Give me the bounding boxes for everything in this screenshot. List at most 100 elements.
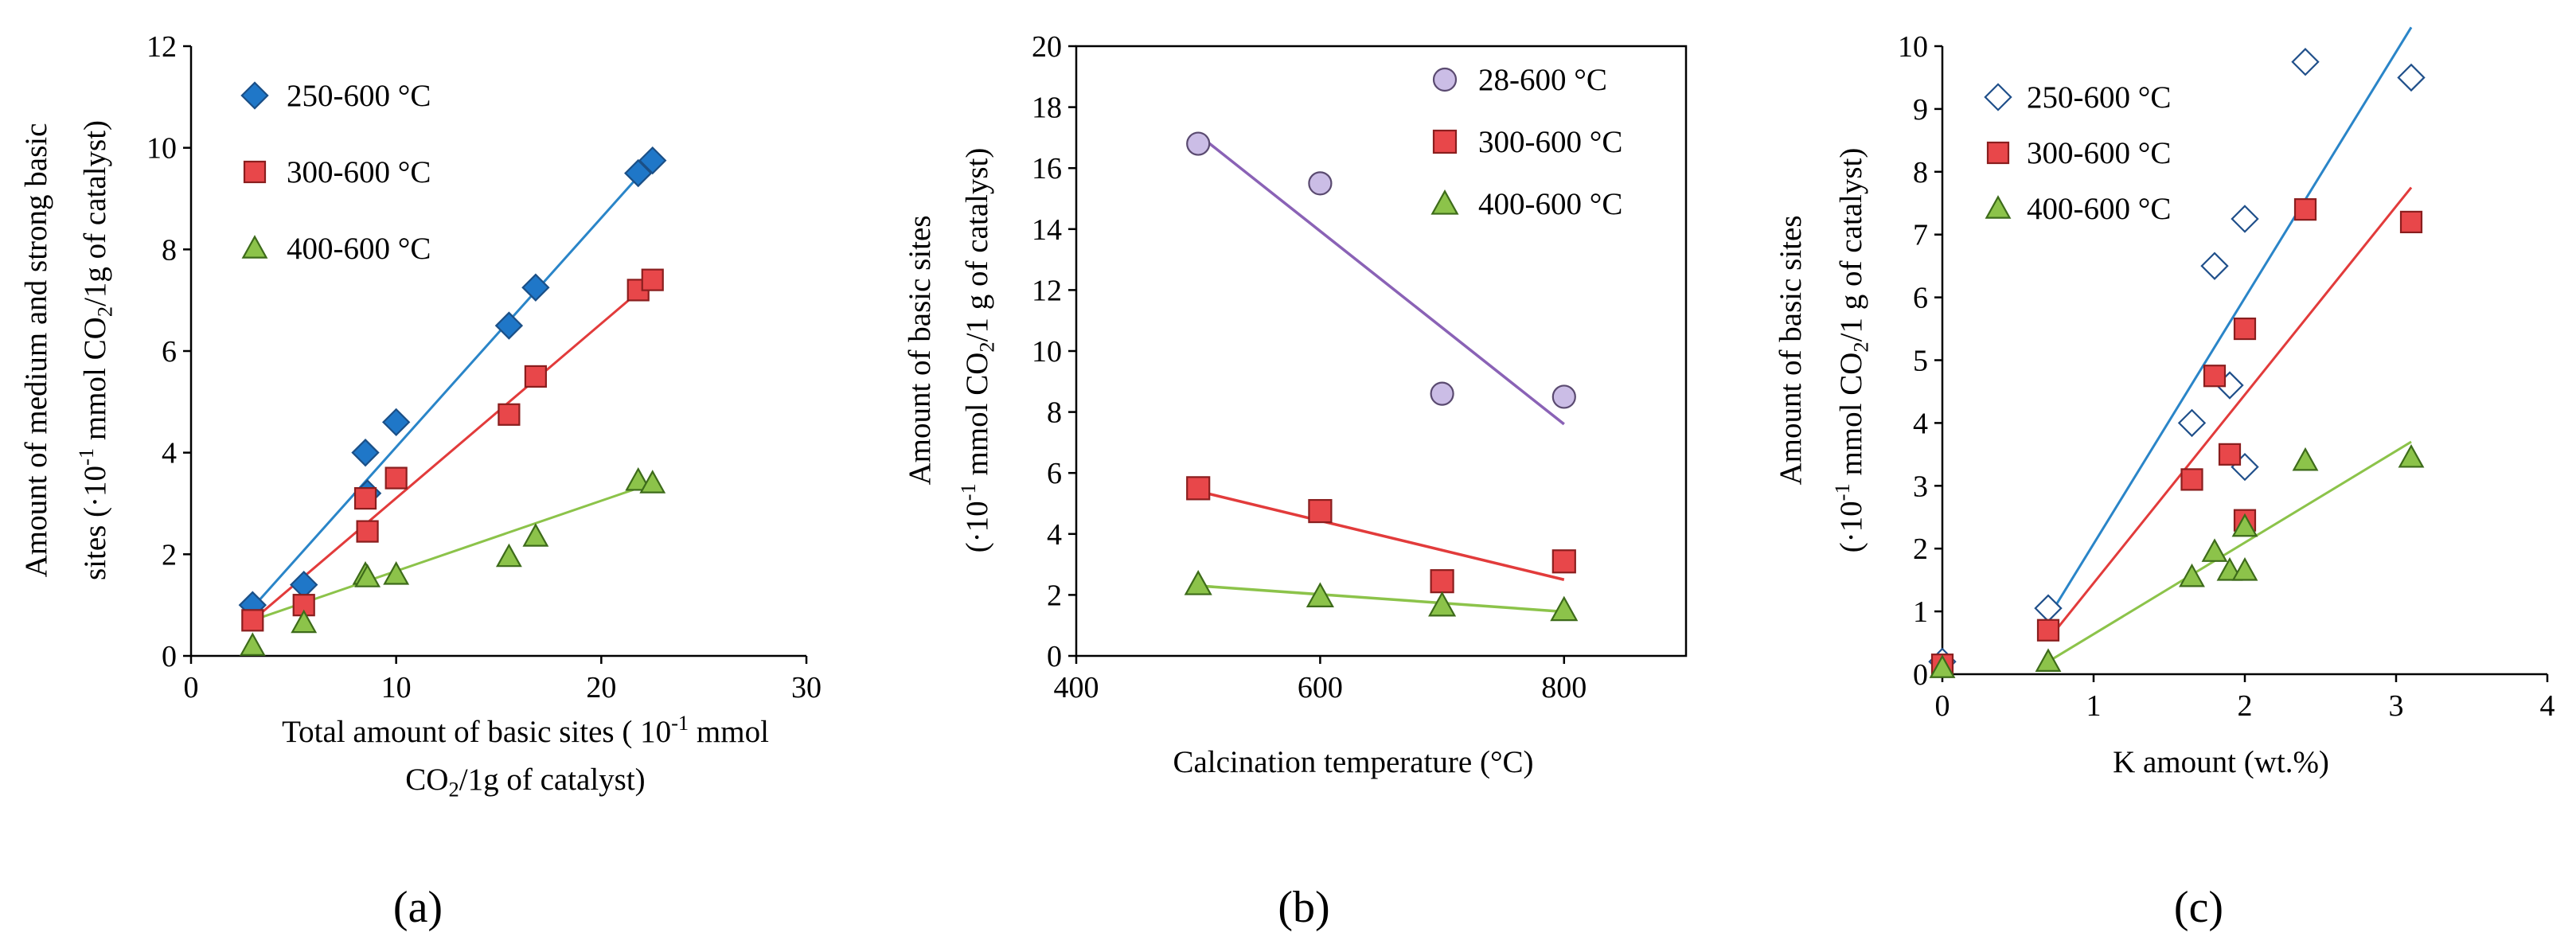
data-point-series-1 <box>498 403 521 426</box>
x-axis-title: Total amount of basic sites ( 10-1​ mmol <box>282 711 769 749</box>
y-axis-title: Amount of basic sites <box>903 215 937 485</box>
y-tick-label: 18 <box>1032 92 1062 125</box>
data-point-series-2 <box>1428 591 1457 617</box>
y-tick-label: 0 <box>1047 640 1062 673</box>
data-point-series-2 <box>2231 556 2258 581</box>
data-point-series-0 <box>2177 408 2207 438</box>
data-point-series-2 <box>1306 582 1334 607</box>
data-point-series-2 <box>1550 595 1579 622</box>
x-tick-label: 1 <box>2086 689 2102 723</box>
y-tick-label: 9 <box>1913 93 1928 127</box>
data-point-series-1 <box>356 520 379 543</box>
y-tick-label: 0 <box>1913 658 1928 692</box>
data-point-series-1 <box>2218 443 2242 466</box>
data-point-series-0 <box>2397 63 2426 92</box>
data-point-series-0 <box>1186 131 1211 156</box>
data-point-series-1 <box>2203 365 2227 388</box>
chart-panel-b: 400 600 800 0 2 4 6 8 10 12 14 16 18 20 28-600 °C 300-6… <box>903 30 1688 932</box>
legend-label-series-1: 300-600 °C <box>287 155 431 189</box>
y-tick-label: 6 <box>1047 457 1062 490</box>
y-tick-label: 7 <box>1913 219 1928 252</box>
data-point-series-2 <box>354 564 381 587</box>
data-point-series-1 <box>524 365 547 388</box>
legend-marker-series-0 <box>1432 67 1458 92</box>
legend-marker-series-1 <box>243 160 267 184</box>
data-point-series-2 <box>239 632 266 656</box>
x-tick-label: 20 <box>586 671 616 704</box>
data-point-series-2 <box>1929 654 1956 678</box>
y-tick-label: 8 <box>162 233 177 267</box>
x-tick-label: 30 <box>791 671 822 704</box>
y-tick-label: 20 <box>1032 30 1062 64</box>
data-point-series-2 <box>2231 513 2258 537</box>
y-tick-label: 10 <box>146 132 177 166</box>
y-tick-label: 10 <box>1898 30 1928 64</box>
data-point-series-0 <box>1551 384 1576 409</box>
data-point-series-2 <box>522 523 549 547</box>
legend-marker-series-0 <box>240 81 269 110</box>
x-tick-label: 4 <box>2540 689 2555 723</box>
data-point-series-1 <box>2399 210 2423 234</box>
y-axis-title: sites (·10-1​ mmol CO2​/1g of catalyst) <box>74 120 116 580</box>
legend-label-series-0: 28-600 °C <box>1478 63 1607 97</box>
data-point-series-1 <box>1186 476 1211 501</box>
y-tick-label: 16 <box>1032 152 1062 185</box>
y-tick-label: 2 <box>1047 579 1062 612</box>
y-tick-label: 8 <box>1913 156 1928 189</box>
data-point-series-2 <box>2035 648 2062 672</box>
data-point-series-0 <box>521 273 550 302</box>
trendline-series-1 <box>1197 490 1565 581</box>
data-point-series-2 <box>495 543 522 568</box>
y-tick-label: 2 <box>1913 533 1928 566</box>
data-point-series-1 <box>353 487 377 510</box>
legend-label-series-0: 250-600 °C <box>287 79 431 113</box>
data-point-series-0 <box>1308 171 1333 196</box>
trendline-series-2 <box>1198 584 1564 614</box>
chart-panel-a: 0 10 20 30 0 2 4 6 8 10 12 250-600 °C 300-600 °C 400-… <box>19 30 822 932</box>
y-tick-label: 4 <box>1913 407 1928 440</box>
data-point-series-1 <box>384 466 408 490</box>
x-tick-label: 0 <box>1935 689 1950 723</box>
data-point-series-2 <box>639 470 666 494</box>
data-point-series-2 <box>1184 570 1212 595</box>
y-tick-label: 1 <box>1913 595 1928 629</box>
y-tick-label: 4 <box>1047 518 1062 552</box>
legend-marker-series-2 <box>1430 189 1459 215</box>
y-axis-title: (·10-1​ mmol CO2​/1 g of catalyst) <box>956 148 998 553</box>
trendline-series-2 <box>2047 440 2412 663</box>
data-point-series-2 <box>625 466 652 491</box>
data-point-series-0 <box>1430 381 1454 406</box>
y-axis-title: (·10-1​ mmol CO2​/1 g of catalyst) <box>1830 148 1872 553</box>
panel-caption: (b) <box>1278 883 1329 932</box>
chart-panel-c: 0 1 2 3 4 0 1 2 3 4 5 6 7 8 9 10 250-600 °C 300-600 °C 400… <box>1774 26 2555 932</box>
data-point-series-2 <box>291 609 318 634</box>
y-tick-label: 0 <box>162 640 177 673</box>
data-point-series-1 <box>1308 498 1333 524</box>
data-point-series-0 <box>494 311 524 340</box>
data-point-series-1 <box>1551 549 1576 574</box>
x-tick-label: 10 <box>381 671 412 704</box>
x-tick-label: 3 <box>2389 689 2404 723</box>
legend-label-series-1: 300-600 °C <box>1478 125 1622 159</box>
data-point-series-1 <box>641 268 664 291</box>
trendline-series-2 <box>252 482 654 622</box>
y-tick-label: 8 <box>1047 396 1062 430</box>
data-point-series-2 <box>2292 447 2319 471</box>
data-point-series-0 <box>2034 594 2063 622</box>
data-point-series-1 <box>2180 468 2203 491</box>
trendline-series-1 <box>2047 186 2413 641</box>
legend-label-series-0: 250-600 °C <box>2027 80 2171 115</box>
y-tick-label: 12 <box>1032 274 1062 307</box>
data-point-series-0 <box>351 438 380 467</box>
trendline-series-0 <box>2047 26 2413 618</box>
x-axis-title: Calcination temperature (°C) <box>1173 745 1533 779</box>
y-tick-label: 12 <box>146 30 177 64</box>
data-point-series-1 <box>2036 618 2060 642</box>
y-tick-label: 4 <box>162 437 177 470</box>
y-tick-label: 5 <box>1913 345 1928 378</box>
data-point-series-2 <box>2398 443 2425 468</box>
x-tick-label: 2 <box>2238 689 2253 723</box>
x-axis-title: K amount (wt.%) <box>2113 745 2329 779</box>
data-point-series-0 <box>2231 205 2259 233</box>
